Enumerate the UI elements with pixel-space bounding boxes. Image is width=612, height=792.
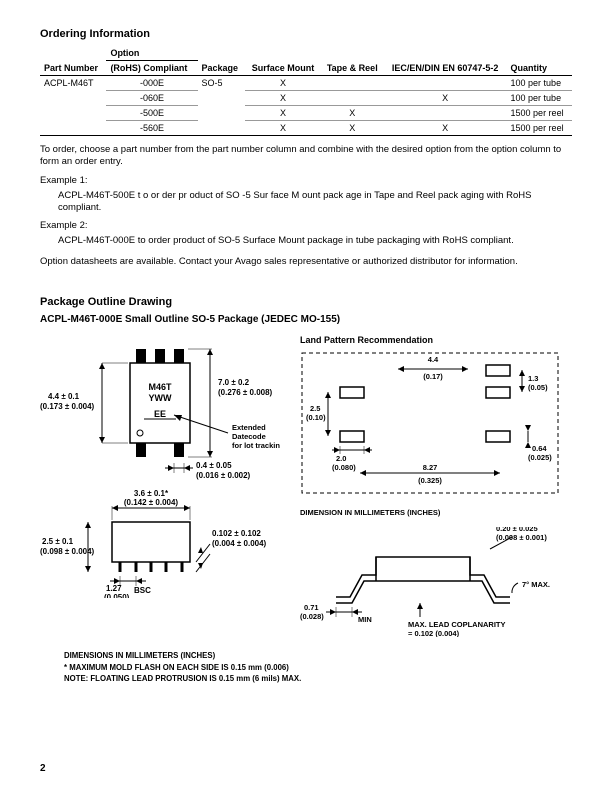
svg-text:(0.025): (0.025) (528, 453, 552, 462)
svg-text:(0.142 ± 0.004): (0.142 ± 0.004) (124, 498, 179, 507)
th-package: Package (198, 46, 246, 76)
cell-tr: X (321, 121, 384, 136)
cell-sm: X (245, 76, 321, 91)
svg-text:(0.016 ± 0.002): (0.016 ± 0.002) (196, 471, 251, 480)
ordering-note: To order, choose a part number from the … (40, 144, 572, 169)
cell-opt: -060E (106, 91, 197, 106)
land-pattern-title: Land Pattern Recommendation (300, 335, 560, 345)
svg-text:Datecode: Datecode (232, 432, 266, 441)
cell-sm: X (245, 121, 321, 136)
cell-qty: 1500 per reel (507, 106, 572, 121)
svg-text:2.5: 2.5 (310, 404, 320, 413)
package-subtitle: ACPL-M46T-000E Small Outline SO-5 Packag… (40, 314, 572, 325)
svg-text:(0.098 ± 0.004): (0.098 ± 0.004) (40, 547, 95, 556)
svg-text:1.3: 1.3 (528, 374, 538, 383)
cell-qty: 100 per tube (507, 91, 572, 106)
cell-qty: 1500 per reel (507, 121, 572, 136)
svg-text:7° MAX.: 7° MAX. (522, 580, 550, 589)
package-title: Package Outline Drawing (40, 296, 572, 308)
svg-text:2.0: 2.0 (336, 454, 346, 463)
cell-sm: X (245, 106, 321, 121)
svg-text:EE: EE (154, 409, 166, 419)
cell-iec: X (384, 91, 507, 106)
th-option: Option (106, 46, 197, 61)
example1-text: ACPL-M46T-500E t o or der pr oduct of SO… (58, 190, 572, 215)
cell-tr: X (321, 106, 384, 121)
cell-iec (384, 106, 507, 121)
svg-text:(0.325): (0.325) (418, 476, 442, 485)
ordering-title: Ordering Information (40, 28, 572, 40)
page-number: 2 (40, 763, 46, 774)
cell-opt: -000E (106, 76, 197, 91)
th-tr: Tape & Reel (321, 46, 384, 76)
profile-drawing: 0.20 ± 0.025 (0.008 ± 0.001) 7° MAX. 0.7… (300, 527, 560, 637)
cell-qty: 100 per tube (507, 76, 572, 91)
svg-text:(0.17): (0.17) (423, 372, 443, 381)
th-sm: Surface Mount (245, 46, 321, 76)
svg-text:Extended: Extended (232, 423, 266, 432)
side-view-drawing: 3.6 ± 0.1* (0.142 ± 0.004) 2.5 ± 0.1 (0.… (40, 488, 280, 598)
example2-text: ACPL-M46T-000E to order product of SO-5 … (58, 235, 572, 247)
svg-text:YWW: YWW (149, 393, 172, 403)
svg-text:(0.008 ± 0.001): (0.008 ± 0.001) (496, 533, 547, 542)
svg-text:(0.10): (0.10) (306, 413, 326, 422)
th-part: Part Number (40, 46, 106, 76)
svg-text:0.4 ± 0.05: 0.4 ± 0.05 (196, 461, 232, 470)
ordering-table: Part Number Option Package Surface Mount… (40, 46, 572, 136)
svg-text:4.4: 4.4 (428, 355, 439, 364)
svg-text:(0.050): (0.050) (104, 593, 130, 598)
footnote-lead: NOTE: FLOATING LEAD PROTRUSION IS 0.15 m… (64, 673, 572, 685)
svg-text:= 0.102 (0.004): = 0.102 (0.004) (408, 629, 460, 637)
svg-text:MIN: MIN (358, 615, 372, 624)
cell-iec (384, 76, 507, 91)
cell-pkg: SO-5 (198, 76, 246, 91)
cell-iec: X (384, 121, 507, 136)
svg-text:0.102 ± 0.102: 0.102 ± 0.102 (212, 529, 261, 538)
svg-text:4.4 ± 0.1: 4.4 ± 0.1 (48, 392, 80, 401)
svg-text:7.0 ± 0.2: 7.0 ± 0.2 (218, 378, 250, 387)
datasheet-note: Option datasheets are available. Contact… (40, 256, 572, 268)
top-view-drawing: M46T YWW EE 4.4 ± 0.1 (0.173 ± 0.004) 7.… (40, 335, 280, 485)
svg-text:0.71: 0.71 (304, 603, 319, 612)
cell-opt: -500E (106, 106, 197, 121)
svg-text:(0.080): (0.080) (332, 463, 356, 472)
footnote-dim: DIMENSIONS IN MILLIMETERS (INCHES) (64, 650, 572, 662)
example1-label: Example 1: (40, 175, 572, 186)
table-row: ACPL-M46T -000E SO-5 X 100 per tube (40, 76, 572, 91)
svg-text:8.27: 8.27 (423, 463, 438, 472)
cell-opt: -560E (106, 121, 197, 136)
cell-sm: X (245, 91, 321, 106)
svg-text:0.64: 0.64 (532, 444, 547, 453)
svg-text:(0.276 ± 0.008): (0.276 ± 0.008) (218, 388, 273, 397)
cell-tr (321, 76, 384, 91)
svg-text:(0.028): (0.028) (300, 612, 324, 621)
table-row: -060E X X 100 per tube (40, 91, 572, 106)
th-rohs: (RoHS) Compliant (106, 61, 197, 76)
svg-text:(0.05): (0.05) (528, 383, 548, 392)
footnote-flash: * MAXIMUM MOLD FLASH ON EACH SIDE IS 0.1… (64, 662, 572, 674)
th-qty: Quantity (507, 46, 572, 76)
example2-label: Example 2: (40, 220, 572, 231)
svg-text:MAX. LEAD COPLANARITY: MAX. LEAD COPLANARITY (408, 620, 506, 629)
cell-part: ACPL-M46T (40, 76, 106, 91)
svg-text:for lot tracking: for lot tracking (232, 441, 280, 450)
svg-text:2.5 ± 0.1: 2.5 ± 0.1 (42, 537, 74, 546)
svg-text:(0.004 ± 0.004): (0.004 ± 0.004) (212, 539, 267, 548)
svg-text:BSC: BSC (134, 586, 151, 595)
table-row: -560E X X X 1500 per reel (40, 121, 572, 136)
th-iec: IEC/EN/DIN EN 60747-5-2 (384, 46, 507, 76)
svg-text:1.27: 1.27 (106, 584, 122, 593)
land-pattern-drawing: 4.4 (0.17) 2.5 (0.10) 2.0 (0.080) (300, 351, 560, 501)
svg-text:M46T: M46T (148, 382, 172, 392)
land-dim-note: DIMENSION IN MILLIMETERS (INCHES) (300, 508, 560, 517)
svg-text:3.6 ± 0.1*: 3.6 ± 0.1* (134, 489, 169, 498)
cell-tr (321, 91, 384, 106)
svg-text:(0.173 ± 0.004): (0.173 ± 0.004) (40, 402, 95, 411)
table-row: -500E X X 1500 per reel (40, 106, 572, 121)
